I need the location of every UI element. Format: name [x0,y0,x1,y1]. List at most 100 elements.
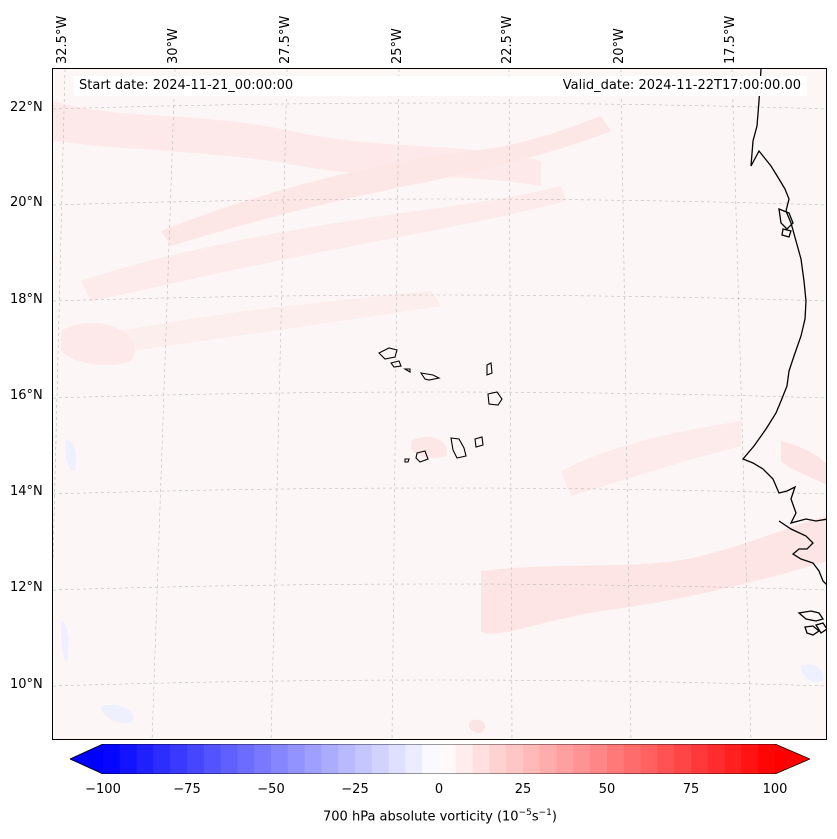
island-brava [404,458,410,463]
colorbar-label-text: 700 hPa absolute vorticity (10 [323,809,519,825]
colorbar-swatch [758,744,776,774]
colorbar-label-unit: s [531,809,539,825]
colorbar-label: 700 hPa absolute vorticity (10−5s−1) [323,808,557,824]
colorbar-swatch [640,744,658,774]
meridian-20w [620,69,632,739]
parallel-18n [53,294,826,302]
lon-label-32-5w: 32.5°W [55,15,70,64]
island-santa-luzia [403,368,411,373]
colorbar-swatch [607,744,625,774]
colorbar-tick-label: −25 [341,782,369,797]
lat-label-14n: 14°N [10,484,43,499]
header-strip [74,76,807,96]
bijagos-islands [804,622,826,636]
cape-verde-islands [378,347,503,463]
island-boa-vista [487,391,503,406]
vorticity-band [61,322,135,366]
colorbar-swatch [153,744,171,774]
colorbar-tick-label: −75 [173,782,201,797]
colorbar-tick-label: −50 [257,782,285,797]
colorbar-swatch [590,744,608,774]
colorbar-swatch [119,744,138,774]
colorbar-swatches [103,744,776,774]
colorbar-swatch [556,744,574,774]
colorbar-swatch [220,744,238,774]
lon-label-27-5w: 27.5°W [278,15,293,64]
colorbar-label-close: ) [551,809,557,825]
meridian-27-5w [270,69,288,739]
meridian-17-5w [731,69,752,739]
vorticity-band [561,421,741,496]
colorbar-swatch [203,744,222,774]
island-sao-nicolau [419,372,441,381]
valid-date-label: Valid_date: 2024-11-22T17:00:00.00 [562,78,801,93]
lat-label-20n: 20°N [10,195,43,210]
colorbar-swatch [523,744,541,774]
colorbar-swatch [355,744,373,774]
vorticity-field [53,101,826,733]
map-canvas [53,69,826,739]
colorbar-swatch [472,744,490,774]
lon-label-20w: 20°W [612,28,627,64]
colorbar-extend-high [775,744,810,774]
parallel-10n [53,679,826,687]
parallel-20n [53,198,826,206]
graticule [53,69,826,739]
colorbar-swatch [304,744,322,774]
lon-label-30w: 30°W [166,28,181,64]
colorbar-swatch [321,744,339,774]
meridian-25w [391,69,400,739]
colorbar-tick-label: 75 [682,782,700,797]
colorbar-tick-label: 50 [598,782,616,797]
colorbar-swatch [287,744,306,774]
vorticity-band [161,116,611,246]
lon-label-25w: 25°W [390,28,405,64]
colorbar-extend-low [70,744,103,774]
colorbar-swatch [489,744,507,774]
colorbar-tick-label: −100 [85,782,121,797]
vorticity-band [53,101,541,186]
colorbar-tick-label: 25 [514,782,532,797]
colorbar-swatch [371,744,390,774]
colorbar-swatch [623,744,642,774]
colorbar-label-exponent: −5 [518,808,532,818]
vorticity-band [81,186,566,301]
coastal-inlet [778,207,794,230]
west-africa-coastline [741,69,826,524]
island-santo-antao [378,347,398,360]
lat-label-10n: 10°N [10,677,43,692]
lon-label-22-5w: 22.5°W [500,15,515,64]
senegambia-coast [778,520,826,585]
colorbar-swatch [707,744,726,774]
vorticity-band [469,719,486,733]
colorbar-swatch [455,744,474,774]
colorbar-swatch [388,744,406,774]
colorbar-swatch [136,744,154,774]
parallel-22n [53,102,826,110]
colorbar-swatch [674,744,692,774]
colorbar-label-exponent: −1 [538,808,552,818]
colorbar-swatch [338,744,356,774]
colorbar-swatch [724,744,742,774]
lat-label-18n: 18°N [10,292,43,307]
colorbar-swatch [573,744,591,774]
meridian-30w [151,69,176,739]
coastal-inlet [781,228,792,238]
lat-label-12n: 12°N [10,580,43,595]
colorbar-swatch [405,744,423,774]
vorticity-band [481,516,826,634]
start-date-label: Start date: 2024-11-21_00:00:00 [79,78,294,93]
vorticity-band [65,440,77,472]
island-sal [486,362,493,376]
vorticity-band [781,441,826,485]
colorbar-swatch [170,744,188,774]
colorbar-swatch [422,744,440,774]
colorbar [70,744,810,774]
colorbar-swatch [237,744,255,774]
coastline [741,69,826,636]
colorbar-swatch [657,744,675,774]
island-santiago [450,437,467,459]
colorbar-tick-label: 0 [434,782,444,797]
colorbar-swatch [254,744,272,774]
colorbar-tick-label: 100 [762,782,788,797]
